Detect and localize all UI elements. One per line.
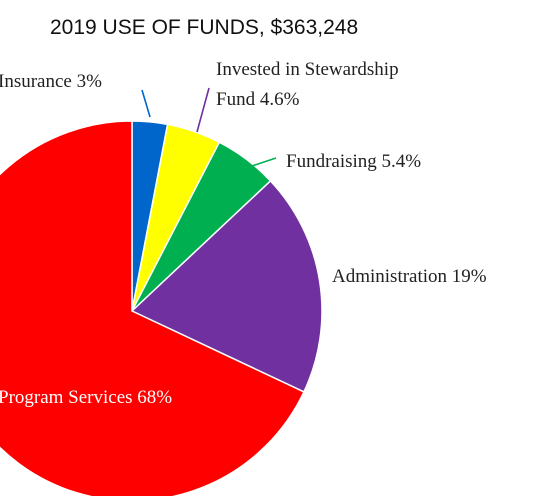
leader-lines: [141, 87, 277, 167]
slice-label-fundraising: Fundraising 5.4%: [286, 151, 421, 172]
pie-slice-program-services: [0, 120, 305, 496]
pie-slice-administration: [130, 179, 323, 393]
slice-label-administration: Administration 19%: [332, 266, 487, 287]
leader-line-fundraising: [251, 157, 277, 167]
leader-line-invested-in-stewardship-fund: [196, 87, 210, 133]
pie-slices: [0, 120, 323, 496]
slice-label-invested-in-stewardship-fund: Invested in Stewardship Fund 4.6%: [216, 59, 399, 110]
leader-line-insurance: [141, 89, 151, 118]
slice-labels: Insurance 3% Invested in Stewardship Fund …: [0, 59, 487, 408]
chart-title: 2019 USE OF FUNDS, $363,248: [50, 16, 358, 39]
slice-label-insurance: Insurance 3%: [0, 71, 102, 92]
slice-label-program-services: Program Services 68%: [0, 387, 172, 408]
